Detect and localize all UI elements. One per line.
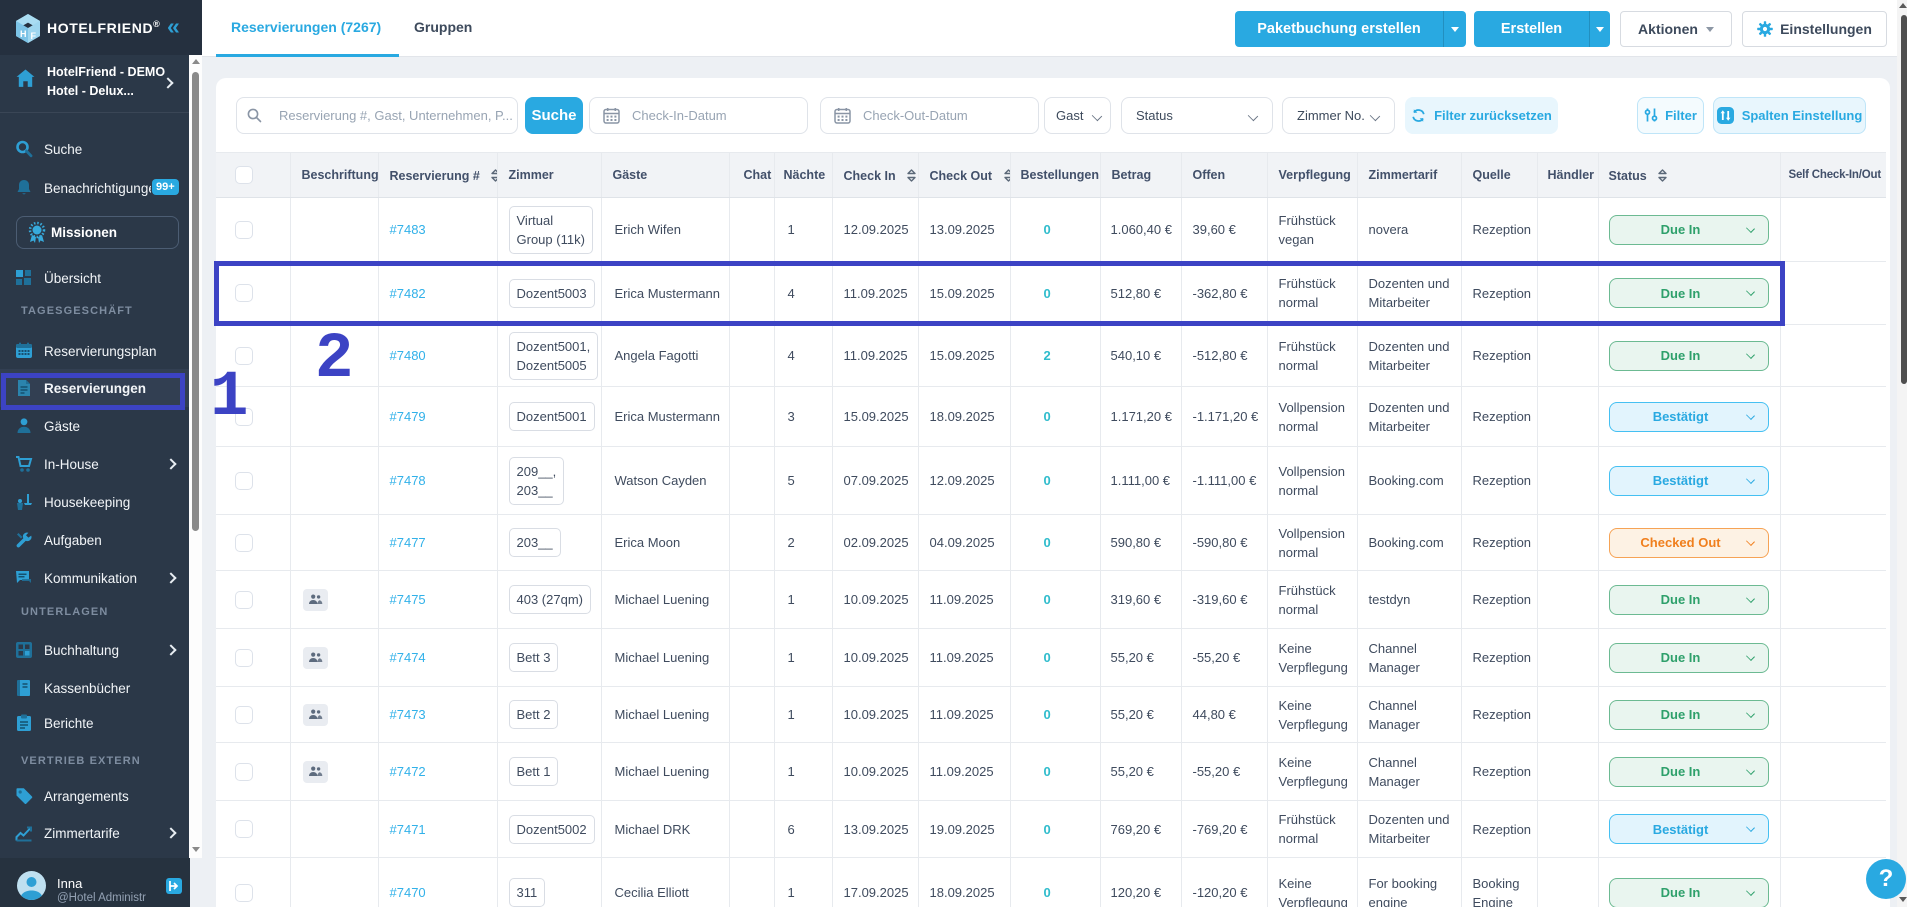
svg-text:H: H bbox=[20, 29, 27, 39]
svg-text:F: F bbox=[31, 31, 37, 41]
